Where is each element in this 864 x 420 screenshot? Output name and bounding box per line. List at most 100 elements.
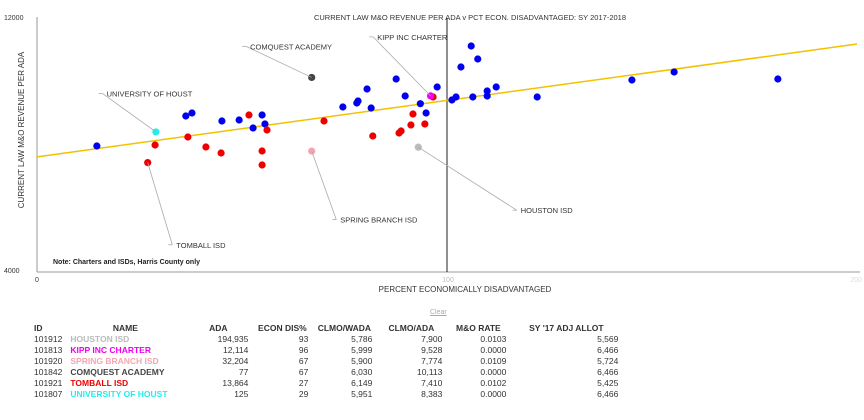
- data-point-isds-7[interactable]: [263, 126, 271, 134]
- data-point-charters-0[interactable]: [93, 142, 101, 150]
- cell-ada: 12,114: [223, 344, 249, 355]
- data-point-charters-1[interactable]: [182, 112, 190, 120]
- data-point-charters-14[interactable]: [401, 92, 409, 100]
- data-point-charters-23[interactable]: [474, 55, 482, 63]
- cell-id: 101920: [34, 355, 63, 366]
- data-point-charters-20[interactable]: [457, 63, 465, 71]
- x-tick-label-200: 200: [850, 277, 862, 284]
- data-point-charters-22[interactable]: [469, 93, 477, 101]
- data-point-charters-29[interactable]: [670, 68, 678, 76]
- cell-name: UNIVERSITY OF HOUST: [70, 388, 168, 399]
- highlighted-point[interactable]: [144, 158, 152, 167]
- data-point-isds-11[interactable]: [397, 127, 405, 135]
- data-point-charters-19[interactable]: [452, 93, 460, 101]
- cell-econ: 67: [298, 355, 309, 366]
- scatter-chart: CURRENT LAW M&O REVENUE PER ADA v PCT EC…: [4, 13, 862, 294]
- data-point-charters-17[interactable]: [433, 83, 441, 91]
- trendline: [36, 43, 858, 158]
- x-tick-label-100: 100: [442, 277, 454, 284]
- cell-econ: 27: [298, 377, 309, 388]
- data-point-charters-28[interactable]: [628, 76, 636, 84]
- data-point-charters-5[interactable]: [249, 124, 257, 132]
- clear-link[interactable]: Clear: [430, 309, 447, 316]
- data-point-charters-27[interactable]: [533, 93, 541, 101]
- highlighted-point[interactable]: [308, 147, 316, 155]
- data-point-charters-16[interactable]: [416, 100, 424, 108]
- cell-allot: 6,466: [597, 344, 619, 355]
- data-point-charters-10[interactable]: [354, 97, 362, 105]
- data-point-charters-11[interactable]: [363, 85, 371, 93]
- data-point-charters-8[interactable]: [339, 103, 347, 111]
- cell-name: KIPP INC CHARTER: [70, 344, 151, 355]
- cell-econ: 67: [298, 366, 309, 377]
- data-point-charters-21[interactable]: [467, 42, 475, 50]
- cell-name: TOMBALL ISD: [70, 377, 129, 388]
- data-point-isds-6[interactable]: [258, 161, 266, 169]
- cell-allot: 6,466: [597, 366, 619, 377]
- data-point-charters-15[interactable]: [422, 109, 430, 117]
- table-row[interactable]: 101920 SPRING BRANCH ISD 32,204 67 5,900 7,77…: [30, 355, 622, 366]
- y-tick-label-max: 12000: [4, 15, 24, 22]
- data-point-isds-13[interactable]: [409, 110, 417, 118]
- cell-econ: 96: [298, 344, 309, 355]
- cell-clmo-ada: 7,774: [421, 355, 443, 366]
- leader-line: [311, 150, 337, 220]
- data-point-charters-24[interactable]: [483, 92, 491, 100]
- cell-clmo-ada: 7,900: [421, 333, 443, 344]
- data-point-charters-30[interactable]: [774, 75, 782, 83]
- col-mo-rate: M&O RATE: [456, 322, 501, 333]
- leader-line: [418, 146, 517, 211]
- data-point-isds-3[interactable]: [217, 149, 225, 157]
- leader-line: [372, 36, 431, 97]
- table-row[interactable]: 101912 HOUSTON ISD 194,935 93 5,786 7,900 0.01…: [30, 333, 622, 344]
- data-point-isds-1[interactable]: [184, 133, 192, 141]
- point-label: UNIVERSITY OF HOUST: [107, 90, 193, 99]
- cell-id: 101813: [34, 344, 63, 355]
- table-row[interactable]: 101813 KIPP INC CHARTER 12,114 96 5,999 9,528…: [30, 344, 622, 355]
- cell-mo-rate: 0.0103: [480, 333, 507, 344]
- cell-id: 101912: [34, 333, 63, 344]
- data-point-isds-9[interactable]: [369, 132, 377, 140]
- data-point-isds-0[interactable]: [151, 141, 159, 149]
- data-point-charters-7[interactable]: [261, 120, 269, 128]
- data-point-isds-5[interactable]: [258, 147, 266, 155]
- leader-line: [102, 93, 157, 133]
- point-label: COMQUEST ACADEMY: [250, 42, 332, 51]
- cell-ada: 32,204: [222, 355, 249, 366]
- data-point-charters-4[interactable]: [235, 116, 243, 124]
- point-label: HOUSTON ISD: [521, 206, 574, 215]
- cell-clmo-ada: 9,528: [421, 344, 443, 355]
- cell-id: 101842: [34, 366, 63, 377]
- cell-clmo-wada: 5,951: [351, 388, 373, 399]
- data-point-isds-8[interactable]: [320, 117, 328, 125]
- data-point-isds-12[interactable]: [407, 121, 415, 129]
- data-point-charters-6[interactable]: [258, 111, 266, 119]
- data-point-isds-14[interactable]: [421, 120, 429, 128]
- cell-id: 101921: [34, 377, 63, 388]
- table-row[interactable]: 101807 UNIVERSITY OF HOUST 125 29 5,951 8,383…: [30, 388, 622, 399]
- data-point-charters-26[interactable]: [492, 83, 500, 91]
- cell-clmo-wada: 6,149: [351, 377, 373, 388]
- table-row[interactable]: 101921 TOMBALL ISD 13,864 27 6,149 7,410 0.010…: [30, 377, 622, 388]
- chart-note: Note: Charters and ISDs, Harris County o…: [53, 259, 200, 266]
- cell-clmo-wada: 5,900: [351, 355, 373, 366]
- cell-clmo-ada: 8,383: [421, 388, 443, 399]
- data-point-charters-12[interactable]: [367, 104, 375, 112]
- x-axis-label: PERCENT ECONOMICALLY DISADVANTAGED: [379, 285, 552, 294]
- cell-name: SPRING BRANCH ISD: [70, 355, 159, 366]
- data-point-charters-3[interactable]: [218, 117, 226, 125]
- chart-title: CURRENT LAW M&O REVENUE PER ADA v PCT EC…: [314, 13, 626, 22]
- table-row[interactable]: 101842 COMQUEST ACADEMY 77 67 6,030 10,113 0.0…: [30, 366, 622, 377]
- point-label: KIPP INC CHARTER: [377, 33, 448, 42]
- cell-clmo-wada: 6,030: [351, 366, 373, 377]
- data-point-charters-25[interactable]: [483, 87, 491, 95]
- data-point-charters-13[interactable]: [392, 75, 400, 83]
- data-point-isds-2[interactable]: [202, 143, 210, 151]
- table-header-row: ID NAME ADA ECON DIS% CLMO/WADA CLMO/ADA…: [30, 322, 622, 333]
- cell-ada: 77: [238, 366, 249, 377]
- col-name: NAME: [112, 322, 138, 333]
- cell-allot: 5,724: [597, 355, 619, 366]
- data-point-charters-2[interactable]: [188, 109, 196, 117]
- cell-clmo-ada: 7,410: [421, 377, 443, 388]
- data-point-isds-4[interactable]: [245, 111, 253, 119]
